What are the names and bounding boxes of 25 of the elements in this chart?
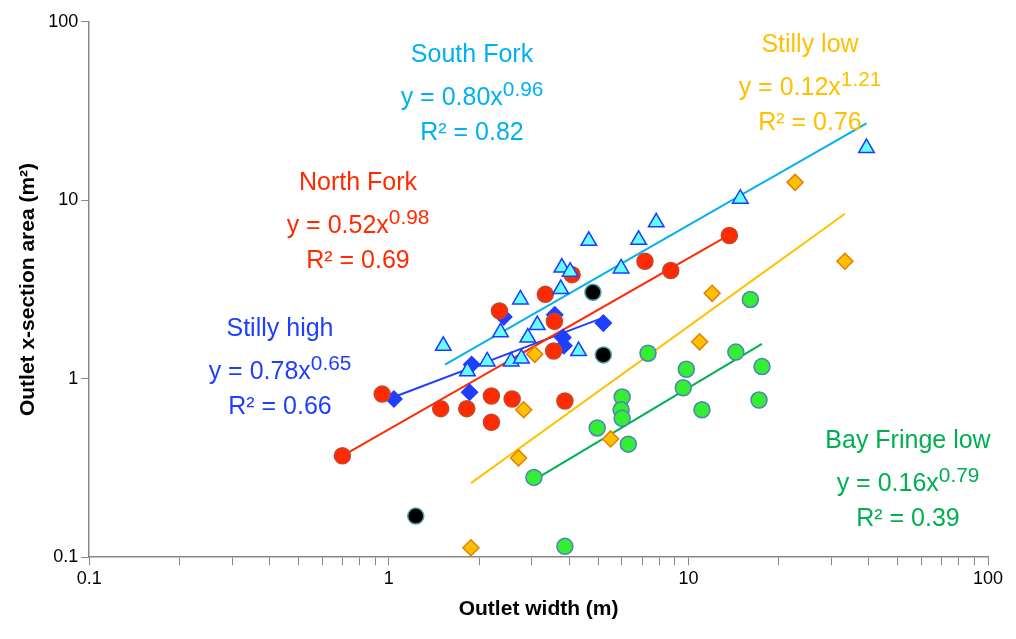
y-axis-title: Outlet x-section area (m²): [15, 162, 39, 417]
annotation: y = 0.80x$^{0.96}$: [399, 76, 545, 113]
annotation: y = 0.12x$^{1.21}$: [737, 66, 883, 103]
x-tick-label: 100: [972, 567, 1004, 588]
annotation: R² = 0.82: [419, 116, 525, 148]
text: Bay Fringe low: [824, 424, 992, 455]
annotation: R² = 0.66: [227, 390, 333, 422]
annotation: y = 0.78x$^{0.65}$: [207, 350, 353, 387]
text: South Fork: [409, 38, 535, 69]
text: North Fork: [297, 166, 419, 197]
x-tick-label: 0.1: [76, 567, 102, 588]
y-tick-label: 100: [48, 10, 79, 31]
y-tick-label: 0.1: [53, 546, 79, 567]
text: Stilly high: [225, 312, 335, 343]
y-tick-label: 10: [58, 189, 79, 210]
text: Stilly low: [760, 28, 860, 59]
x-tick-label: 1: [383, 567, 394, 588]
annotation: R² = 0.76: [757, 106, 863, 138]
annotation: R² = 0.39: [855, 502, 961, 534]
annotation: R² = 0.69: [305, 244, 411, 276]
x-tick-label: 10: [678, 567, 699, 588]
annotation: y = 0.16x$^{0.79}$: [835, 462, 981, 499]
y-tick-label: 1: [68, 367, 79, 388]
annotation: y = 0.52x$^{0.98}$: [285, 204, 431, 241]
x-axis-title: Outlet width (m): [458, 596, 619, 620]
